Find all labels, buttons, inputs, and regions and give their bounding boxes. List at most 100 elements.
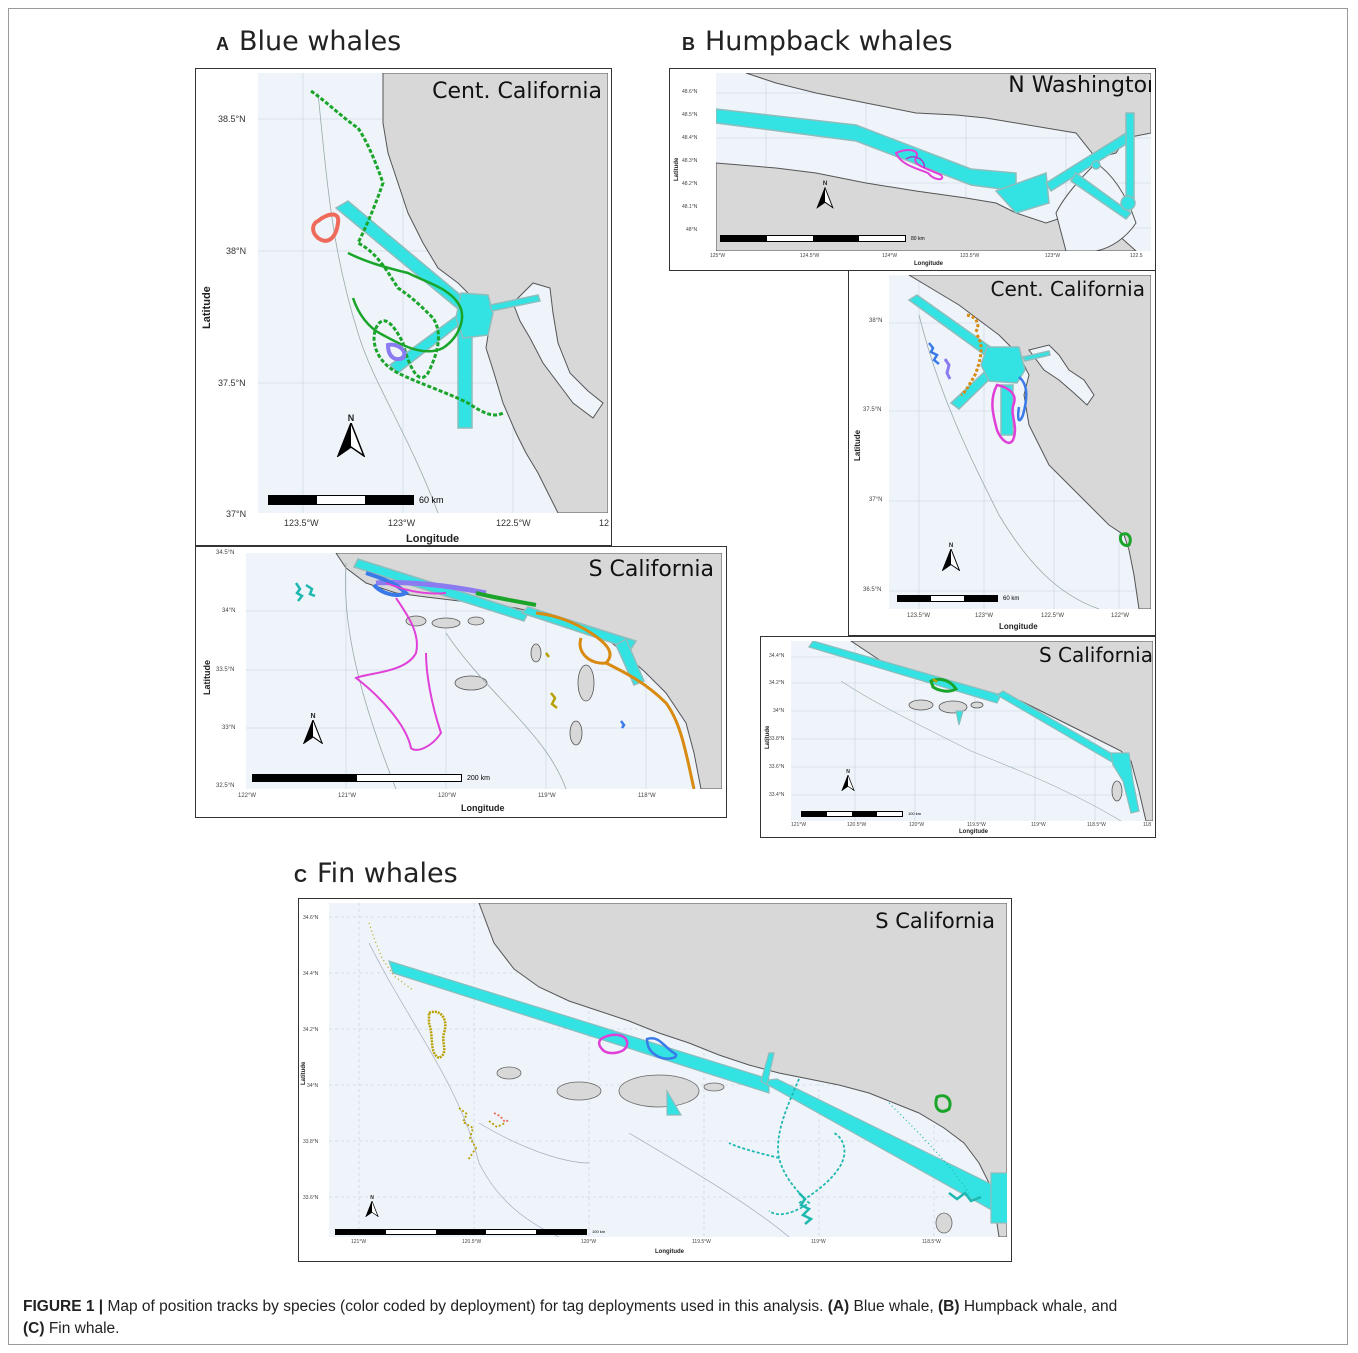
- x-axis-label: Longitude: [406, 533, 460, 545]
- x-tick: 124°W: [882, 253, 898, 259]
- x-tick: 119°W: [1031, 822, 1046, 828]
- region-label: Cent. California: [990, 277, 1145, 301]
- map-panel-humpback-s-california: S California N 100 km 34.4°N 34.2°N 34°N…: [760, 636, 1156, 838]
- y-tick: 34.4°N: [303, 971, 319, 977]
- y-tick: 34°N: [773, 708, 785, 714]
- y-tick: 37°N: [869, 497, 883, 503]
- track-green: [934, 1094, 952, 1113]
- y-axis-label: Latitude: [674, 157, 680, 181]
- map-plot: S California N 200 km: [246, 553, 722, 789]
- map-plot: N Washington N 80 km: [716, 73, 1151, 251]
- islands: [908, 699, 1123, 802]
- north-arrow: N: [841, 769, 855, 796]
- track-blue: [928, 342, 940, 365]
- x-tick: 123.5°W: [907, 613, 931, 619]
- caption-a-text: Blue whale,: [849, 1298, 938, 1315]
- x-tick: 120°W: [909, 822, 925, 828]
- y-tick: 37.5°N: [218, 378, 246, 388]
- y-tick: 33.6°N: [769, 764, 785, 770]
- x-tick: 119.5°W: [967, 822, 986, 828]
- y-tick: 48.1°N: [682, 204, 698, 210]
- scale-label: 60 km: [419, 495, 444, 505]
- region-label: N Washington: [1008, 73, 1151, 98]
- x-tick: 120°W: [581, 1239, 597, 1245]
- section-letter: A: [216, 34, 229, 54]
- x-tick: 118: [1143, 822, 1151, 828]
- scale-label: 100 km: [908, 811, 922, 816]
- y-tick: 48.6°N: [682, 89, 698, 95]
- track-orange: [960, 313, 983, 397]
- map-canvas: [889, 275, 1151, 609]
- y-tick: 36.5°N: [863, 587, 882, 593]
- x-tick: 122°W: [238, 793, 257, 799]
- x-tick: 122°W: [1111, 613, 1130, 619]
- north-arrow-icon: [841, 774, 855, 792]
- y-tick: 33°N: [222, 725, 236, 731]
- north-arrow-icon: [302, 718, 324, 745]
- islands: [405, 615, 595, 746]
- track-green: [929, 677, 959, 693]
- y-tick: 34.4°N: [769, 653, 785, 659]
- x-axis-label: Longitude: [999, 622, 1038, 631]
- scale-label: 80 km: [911, 235, 925, 242]
- shipping-lanes: [716, 108, 1136, 221]
- track-red: [493, 1112, 510, 1124]
- y-tick: 48.4°N: [682, 135, 698, 141]
- map-panel-blue-cent-california: Cent. California N 60 km 38.5°N 38°N 37.…: [195, 68, 612, 546]
- section-title: Blue whales: [239, 26, 402, 57]
- map-plot: Cent. California N 60 km: [889, 275, 1151, 609]
- y-tick: 34.5°N: [216, 550, 235, 556]
- y-tick: 37.5°N: [863, 407, 882, 413]
- track-orange: [535, 611, 696, 789]
- y-tick: 34°N: [222, 608, 236, 614]
- track-olive: [932, 678, 938, 683]
- shipping-lanes: [388, 960, 1007, 1224]
- north-arrow-icon: [941, 547, 961, 572]
- land-north: [745, 73, 1151, 159]
- y-tick: 37°N: [226, 509, 247, 519]
- map-canvas: [246, 553, 722, 789]
- x-tick: 124.5°W: [800, 253, 820, 259]
- map-canvas: [258, 73, 608, 513]
- track-teal: [294, 582, 316, 602]
- scale-bar: 60 km: [268, 495, 444, 505]
- y-tick: 33.8°N: [769, 736, 785, 742]
- x-axis-label: Longitude: [914, 261, 943, 267]
- shipping-lanes: [352, 558, 645, 686]
- y-axis-label: Latitude: [765, 725, 771, 749]
- map-panel-fin-s-california: S California N 100 km 34.6°N 34.4°N 34.2…: [298, 898, 1012, 1262]
- track-olive-2: [458, 1107, 506, 1161]
- x-tick: 120°W: [438, 793, 457, 799]
- x-axis-label: Longitude: [655, 1249, 684, 1255]
- caption-text: Map of position tracks by species (color…: [103, 1298, 828, 1315]
- track-blue-2: [1016, 376, 1028, 422]
- x-tick: 119°W: [538, 793, 556, 799]
- caption-c-label: (C): [23, 1320, 45, 1337]
- x-tick: 121°W: [338, 793, 357, 799]
- y-tick: 33.8°N: [303, 1139, 319, 1145]
- y-tick: 33.6°N: [303, 1195, 319, 1201]
- y-tick: 48°N: [686, 227, 698, 233]
- section-title: Humpback whales: [705, 26, 953, 57]
- y-axis-label: Latitude: [201, 286, 213, 329]
- track-magenta: [597, 1033, 629, 1055]
- x-tick: 120.5°W: [847, 822, 867, 828]
- land-mass: [478, 903, 1007, 1237]
- track-blue-2: [620, 720, 626, 729]
- map-canvas: [329, 903, 1007, 1237]
- map-canvas: [791, 641, 1153, 821]
- north-label: N: [948, 543, 954, 549]
- track-purple: [385, 342, 407, 362]
- depth-contour: [345, 562, 567, 789]
- x-tick: 122.5: [1130, 253, 1143, 259]
- map-plot: S California N 100 km: [791, 641, 1153, 821]
- y-tick: 48.2°N: [682, 181, 698, 187]
- x-tick: 118.5°W: [1087, 822, 1106, 828]
- y-tick: 34.2°N: [769, 680, 785, 686]
- track-olive: [545, 652, 558, 709]
- track-blue: [645, 1036, 678, 1060]
- north-label: N: [310, 713, 316, 720]
- map-canvas: [716, 73, 1151, 251]
- bay: [1028, 344, 1095, 406]
- land-mass: [382, 73, 608, 513]
